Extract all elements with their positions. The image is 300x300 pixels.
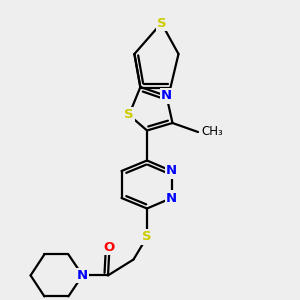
Text: N: N <box>77 269 88 282</box>
Text: S: S <box>142 230 152 244</box>
Text: O: O <box>104 241 115 254</box>
Text: S: S <box>157 16 166 30</box>
Text: CH₃: CH₃ <box>201 125 223 139</box>
Text: N: N <box>166 191 177 205</box>
Text: S: S <box>124 108 134 122</box>
Text: N: N <box>161 89 172 103</box>
Text: N: N <box>166 164 177 178</box>
